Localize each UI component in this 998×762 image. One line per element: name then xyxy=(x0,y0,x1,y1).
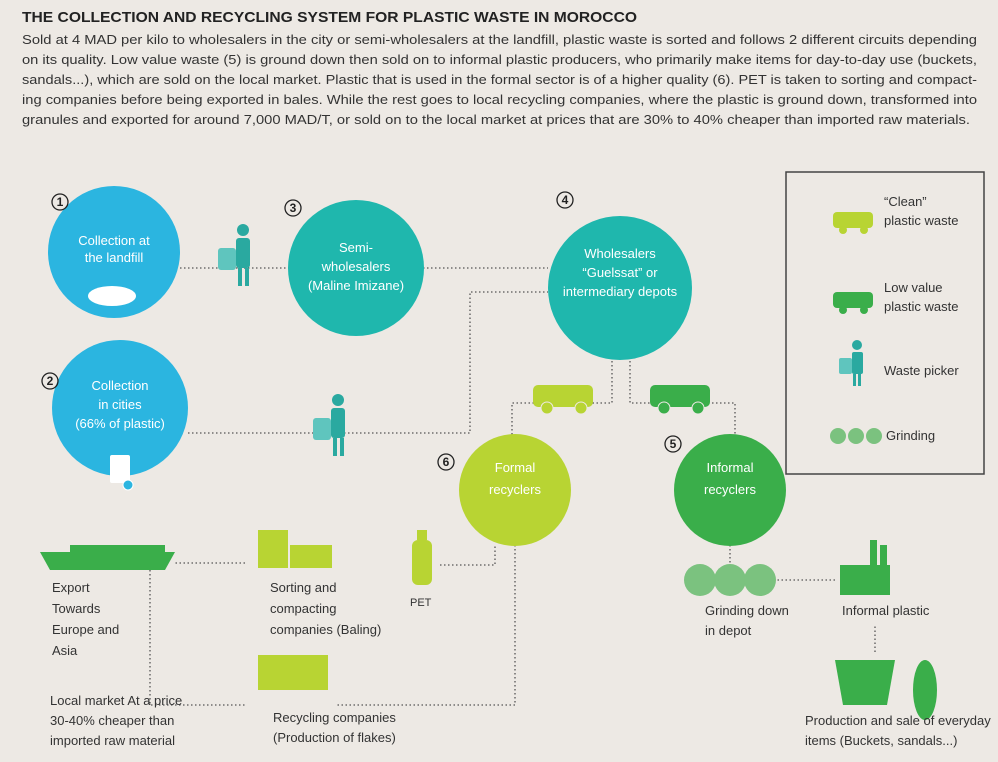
text-line: Collection at xyxy=(78,233,150,248)
text-line: Informal xyxy=(707,460,754,475)
label: PET xyxy=(410,597,432,609)
node-number: 4 xyxy=(562,193,569,207)
text-line: the landfill xyxy=(85,250,144,265)
text-line: in depot xyxy=(705,623,752,638)
description-line: ing companies before being exported in b… xyxy=(22,92,977,107)
infographic: THE COLLECTION AND RECYCLING SYSTEM FOR … xyxy=(0,0,998,762)
text-line: 30-40% cheaper than xyxy=(50,713,174,728)
text-line: recyclers xyxy=(704,482,757,497)
text-line: Waste picker xyxy=(884,363,959,378)
description-line: Sold at 4 MAD per kilo to wholesalers in… xyxy=(22,32,977,47)
text-line: wholesalers xyxy=(321,259,391,274)
text-line: (Maline Imizane) xyxy=(308,278,404,293)
description-line: on its quality. Low value waste (5) is g… xyxy=(22,52,977,67)
text-line: companies (Baling) xyxy=(270,622,381,637)
node-number: 5 xyxy=(670,437,677,451)
description-line: sandals...), which are sold on the local… xyxy=(22,72,977,87)
node-number: 3 xyxy=(290,201,297,215)
text-line: Grinding down xyxy=(705,603,789,618)
text-line: Collection xyxy=(91,378,148,393)
node-number: 2 xyxy=(47,374,54,388)
text-line: “Guelssat” or xyxy=(582,265,658,280)
text-line: Export xyxy=(52,580,90,595)
text-line: Formal xyxy=(495,460,536,475)
node-number: 6 xyxy=(443,455,450,469)
text-line: (66% of plastic) xyxy=(75,416,165,431)
text-line: Local market At a price xyxy=(50,693,182,708)
legend-label: Waste picker xyxy=(884,363,959,378)
legend-label: Grinding xyxy=(886,428,935,443)
text-line: Production and sale of everyday xyxy=(805,713,991,728)
text-line: Recycling companies xyxy=(273,710,396,725)
text-line: plastic waste xyxy=(884,213,958,228)
text-line: Wholesalers xyxy=(584,246,656,261)
text-line: Europe and xyxy=(52,622,119,637)
text-line: compacting xyxy=(270,601,336,616)
text-line: in cities xyxy=(98,397,142,412)
text-line: “Clean” xyxy=(884,194,927,209)
text-line: Asia xyxy=(52,643,78,658)
node-number: 1 xyxy=(57,195,64,209)
text-line: imported raw material xyxy=(50,733,175,748)
text-line: intermediary depots xyxy=(563,284,678,299)
label: Local market At a price 30-40% cheaper th… xyxy=(50,693,182,748)
text-line: Low value xyxy=(884,280,943,295)
text-line: Grinding xyxy=(886,428,935,443)
text-line: Semi- xyxy=(339,240,373,255)
description-line: granules and exported for around 7,000 M… xyxy=(22,112,970,127)
text-line: plastic waste xyxy=(884,299,958,314)
title: THE COLLECTION AND RECYCLING SYSTEM FOR … xyxy=(22,9,637,26)
text-line: recyclers xyxy=(489,482,542,497)
text-line: Towards xyxy=(52,601,101,616)
text-line: (Production of flakes) xyxy=(273,730,396,745)
text-line: Sorting and xyxy=(270,580,337,595)
label: Informal plastic xyxy=(842,603,930,618)
text-line: items (Buckets, sandals...) xyxy=(805,733,957,748)
